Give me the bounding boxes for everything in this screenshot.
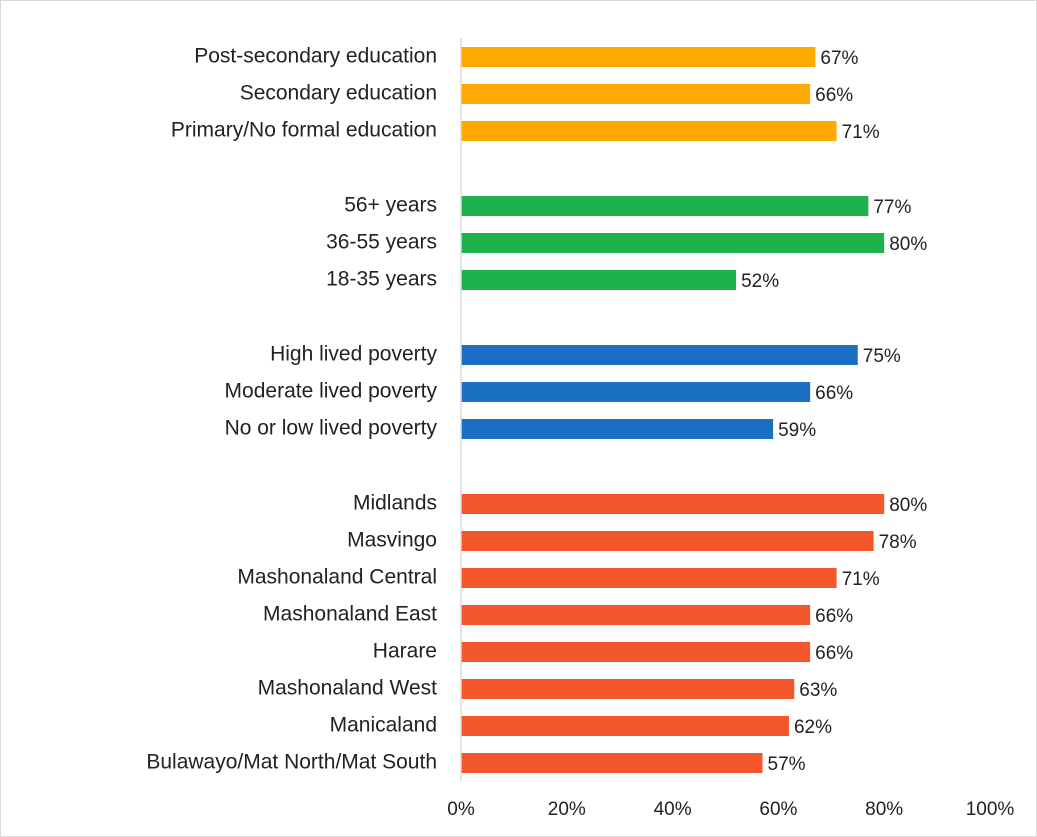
value-label: 80%: [889, 234, 927, 255]
value-label: 59%: [778, 420, 816, 441]
bar: [461, 568, 837, 588]
bar: [461, 233, 885, 253]
value-label: 71%: [842, 122, 880, 143]
bar: [461, 196, 869, 216]
category-label: Primary/No formal education: [171, 119, 437, 142]
category-label: Secondary education: [240, 82, 437, 105]
category-label: Mashonaland East: [263, 603, 437, 626]
bar: [461, 531, 874, 551]
x-tick-label: 100%: [966, 799, 1015, 820]
value-label: 77%: [873, 197, 911, 218]
value-label: 80%: [889, 495, 927, 516]
value-label: 78%: [879, 532, 917, 553]
bar: [461, 753, 763, 773]
category-label: 56+ years: [344, 194, 437, 217]
category-label: Post-secondary education: [194, 45, 437, 68]
bar: [461, 419, 774, 439]
bar: [461, 345, 858, 365]
x-tick-label: 80%: [865, 799, 903, 820]
category-label: High lived poverty: [270, 343, 437, 366]
value-label: 66%: [815, 383, 853, 404]
category-label: 18-35 years: [326, 268, 437, 291]
bar: [461, 605, 811, 625]
value-label: 57%: [768, 754, 806, 775]
value-label: 62%: [794, 717, 832, 738]
bar: [461, 716, 789, 736]
category-label: Harare: [373, 640, 437, 663]
value-label: 75%: [863, 346, 901, 367]
value-label: 66%: [815, 643, 853, 664]
value-label: 67%: [820, 48, 858, 69]
category-label: Mashonaland West: [258, 677, 438, 700]
value-label: 63%: [799, 680, 837, 701]
x-tick-label: 0%: [447, 799, 475, 820]
value-label: 66%: [815, 85, 853, 106]
value-label: 71%: [842, 569, 880, 590]
bar: [461, 642, 811, 662]
bar: [461, 679, 795, 699]
x-tick-label: 60%: [759, 799, 797, 820]
category-label: Mashonaland Central: [237, 566, 437, 589]
bar: [461, 47, 816, 67]
value-label: 66%: [815, 606, 853, 627]
category-label: Manicaland: [330, 714, 437, 737]
value-label: 52%: [741, 271, 779, 292]
category-label: Midlands: [353, 492, 437, 515]
x-tick-label: 40%: [654, 799, 692, 820]
bar: [461, 270, 737, 290]
bar: [461, 494, 885, 514]
category-label: No or low lived poverty: [225, 417, 438, 440]
bar: [461, 382, 811, 402]
category-label: Masvingo: [347, 529, 437, 552]
category-label: Moderate lived poverty: [225, 380, 438, 403]
x-tick-label: 20%: [548, 799, 586, 820]
category-label: Bulawayo/Mat North/Mat South: [146, 751, 437, 774]
bar: [461, 121, 837, 141]
category-label: 36-55 years: [326, 231, 437, 254]
bar: [461, 84, 811, 104]
